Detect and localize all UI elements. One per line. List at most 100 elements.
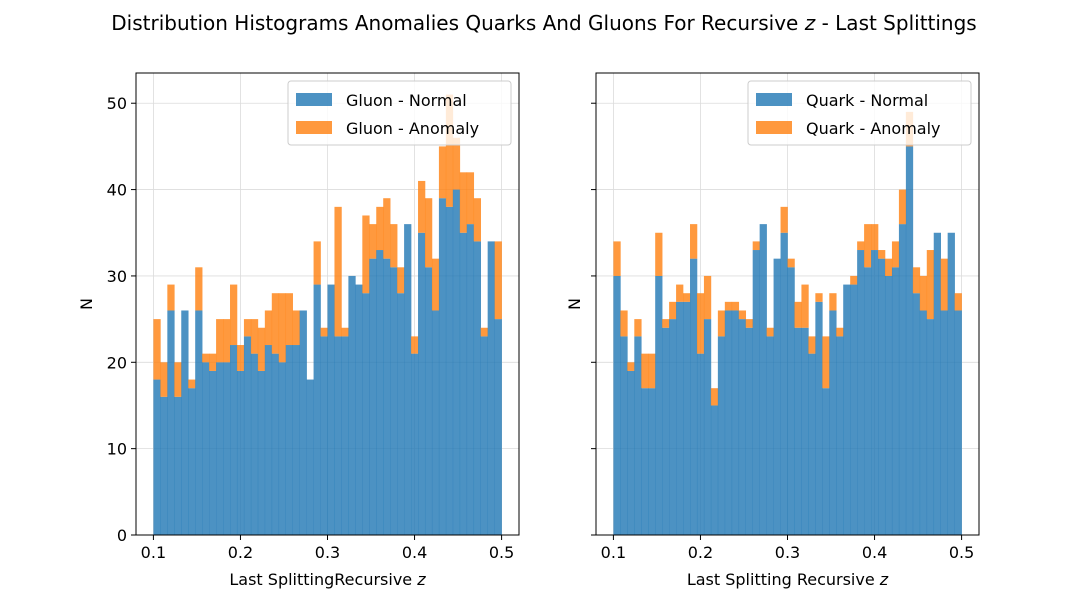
bar-normal [843, 284, 851, 535]
x-axis-label: Last SplittingRecursive z [229, 570, 426, 589]
bar-anomaly [383, 198, 391, 259]
bar-normal [341, 336, 349, 535]
bar-normal [160, 396, 168, 535]
y-axis-label: N [77, 298, 96, 310]
x-tick-label: 0.1 [601, 543, 626, 562]
bar-normal [411, 353, 419, 535]
bar-normal [815, 301, 823, 535]
bar-normal [836, 336, 844, 535]
bar-anomaly [292, 310, 300, 346]
bar-normal [884, 275, 893, 535]
bar-normal [829, 310, 837, 535]
bar-normal [926, 319, 935, 535]
bar-normal [954, 310, 962, 535]
bar-normal [745, 327, 753, 535]
bar-normal [641, 388, 649, 535]
bar-normal [905, 146, 914, 536]
bar-normal [223, 362, 231, 535]
bar-anomaly [167, 284, 175, 311]
bar-anomaly [411, 336, 419, 354]
bar-normal [404, 224, 412, 535]
legend-label: Gluon - Anomaly [346, 119, 479, 138]
bar-anomaly [752, 241, 760, 251]
bar-anomaly [313, 241, 321, 285]
bar-normal [912, 293, 921, 535]
bar-anomaly [362, 215, 370, 294]
bar-anomaly [480, 327, 488, 337]
bar-normal [188, 388, 196, 535]
bar-anomaly [815, 293, 823, 302]
bar-anomaly [285, 293, 293, 346]
bar-anomaly [153, 319, 161, 380]
bar-anomaly [745, 319, 753, 328]
bar-normal [717, 336, 726, 535]
x-axis-label: Last Splitting Recursive z [687, 570, 889, 589]
bar-normal [634, 336, 642, 535]
bar-normal [292, 345, 300, 535]
bar-normal [153, 379, 161, 535]
bar-normal [724, 310, 733, 535]
legend-box [287, 80, 512, 146]
bar-normal [243, 336, 252, 535]
bar-normal [167, 310, 175, 535]
legend: Quark - Normal Quark - Anomaly [747, 80, 972, 146]
bar-anomaly [250, 319, 259, 354]
bar-normal [940, 310, 948, 535]
bar-anomaly [257, 327, 266, 371]
bar-anomaly [424, 198, 433, 268]
bar-anomaly [452, 137, 461, 190]
y-axis-label: N [565, 298, 584, 310]
bar-normal [397, 293, 405, 535]
bar-anomaly [940, 258, 948, 311]
bar-anomaly [655, 232, 663, 276]
bar-anomaly [717, 310, 726, 337]
bar-anomaly [690, 224, 698, 259]
bar-normal [822, 388, 830, 535]
legend-label: Quark - Anomaly [806, 119, 941, 138]
bar-anomaly [264, 310, 273, 346]
bar-normal [257, 370, 266, 535]
bar-anomaly [466, 172, 475, 225]
bar-normal [850, 284, 858, 535]
bar-anomaly [836, 327, 844, 337]
bar-normal [801, 327, 809, 535]
bar-normal [369, 258, 377, 535]
bar-normal [480, 336, 488, 535]
bar-anomaly [202, 353, 210, 363]
bar-anomaly [160, 362, 168, 397]
legend-box [747, 80, 972, 146]
bar-anomaly [397, 267, 405, 294]
bar-normal [236, 370, 245, 535]
bar-anomaly [662, 319, 670, 328]
bar-normal [898, 224, 907, 535]
bar-normal [787, 267, 795, 535]
bar-anomaly [822, 336, 830, 389]
bar-anomaly [236, 345, 245, 371]
x-tick-label: 0.4 [402, 543, 427, 562]
bar-normal [759, 224, 767, 535]
bar-anomaly [473, 198, 481, 242]
bar-normal [306, 379, 314, 535]
bar-anomaly [188, 379, 196, 389]
bar-anomaly [954, 293, 962, 311]
bar-normal [264, 345, 273, 535]
bar-normal [334, 336, 342, 535]
bar-normal [209, 370, 217, 535]
bar-anomaly [669, 301, 677, 320]
bar-anomaly [926, 250, 935, 320]
bars [613, 111, 962, 536]
bar-normal [648, 388, 656, 535]
y-tick-label: 50 [107, 94, 127, 113]
legend-swatch-normal [296, 93, 332, 106]
bar-normal [452, 189, 461, 535]
bar-anomaly [898, 189, 907, 225]
bar-normal [431, 310, 440, 535]
legend-swatch-anomaly [296, 121, 332, 134]
legend-swatch-anomaly [756, 121, 792, 134]
bar-normal [348, 275, 356, 535]
bar-anomaly [794, 301, 802, 328]
bar-normal [278, 362, 287, 535]
bar-anomaly [634, 319, 642, 337]
y-tick-label: 10 [107, 440, 127, 459]
